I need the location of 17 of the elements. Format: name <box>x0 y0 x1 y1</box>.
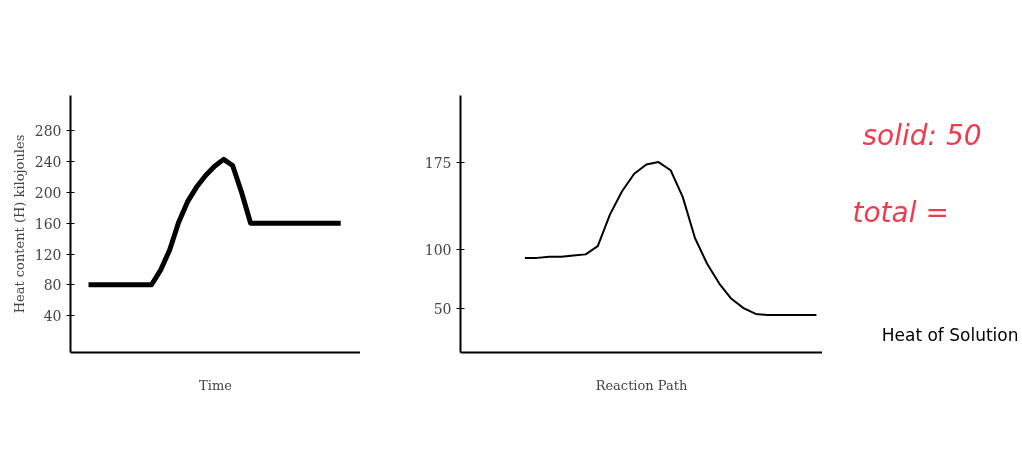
y-tick-label: 120 <box>34 246 62 263</box>
y-tick-label: 175 <box>424 154 452 171</box>
text: Heat of Solution <box>881 324 1019 345</box>
y-tick-label: 40 <box>43 308 62 325</box>
y-tick-label: 240 <box>34 154 62 171</box>
y-tick-label: 200 <box>34 184 62 201</box>
text: solid: 50 <box>862 119 982 153</box>
text: total = <box>852 196 949 230</box>
y-axis-title: Heat content (H) kilojoules <box>11 134 27 314</box>
y-tick-label: 280 <box>34 123 62 140</box>
y-tick-label: 160 <box>34 215 62 232</box>
x-axis-title: Reaction Path <box>595 377 688 393</box>
x-axis-title: Time <box>199 377 233 393</box>
line-series <box>523 161 818 317</box>
y-tick-label: 80 <box>43 277 62 294</box>
y-tick-label: 100 <box>424 242 452 259</box>
y-tick-label: 50 <box>433 300 452 317</box>
